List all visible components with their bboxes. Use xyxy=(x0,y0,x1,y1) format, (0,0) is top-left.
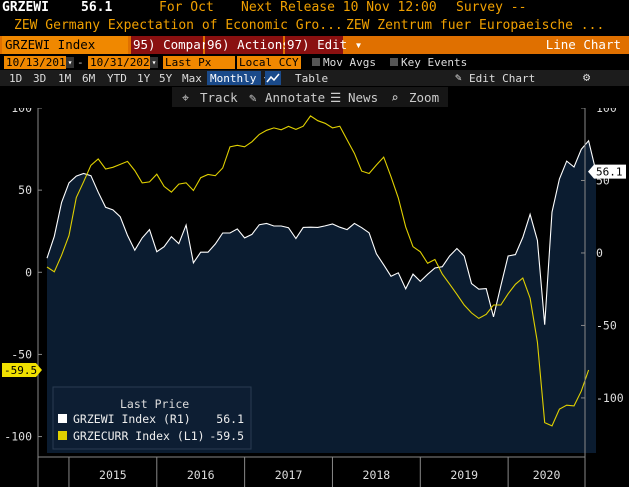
left-tick-label: 50 xyxy=(18,183,32,197)
date-dash: - xyxy=(77,56,84,69)
chart-type-icon[interactable] xyxy=(265,71,281,85)
news-button[interactable]: News xyxy=(348,90,379,105)
series-long-name: ZEW Germany Expectation of Economic Gro.… xyxy=(14,18,343,33)
left-axis: 100 50 0 -50 -100 xyxy=(4,108,42,487)
x-tick-label: 2020 xyxy=(533,468,561,482)
legend-swatch-white xyxy=(58,414,67,423)
edit-chart-icon[interactable]: ✎ xyxy=(455,71,462,84)
legend-box xyxy=(52,386,252,450)
last-value: 56.1 xyxy=(81,0,113,15)
legend-entry-grzecurr: GRZECURR Index (L1) xyxy=(73,429,205,443)
actions-button[interactable]: 96) Actions ▾ xyxy=(205,36,305,54)
legend-title: Last Price xyxy=(120,397,189,411)
ticker-symbol: GRZEWI xyxy=(2,0,49,15)
right-value-tag-text: 56.1 xyxy=(596,166,623,179)
period-max[interactable]: Max xyxy=(182,72,202,85)
price-field-select[interactable]: Last Px xyxy=(163,56,235,69)
left-tick-label: 0 xyxy=(25,265,32,279)
period-ytd[interactable]: YTD xyxy=(107,72,127,85)
x-tick-label: 2016 xyxy=(187,468,215,482)
x-tick-label: 2017 xyxy=(275,468,303,482)
frequency-label: Monthly ▾ xyxy=(210,72,270,85)
left-tick-label: -50 xyxy=(11,347,32,361)
right-tick-label: 0 xyxy=(596,246,603,260)
left-tick-label: -100 xyxy=(4,430,32,444)
period-bar: 1D 3D 1M 6M YTD 1Y 5Y Max Monthly ▾ Tabl… xyxy=(0,70,629,86)
period-label: For Oct xyxy=(159,0,214,15)
source-name: ZEW Zentrum fuer Europaeische ... xyxy=(346,18,605,33)
next-release: Next Release 10 Nov 12:00 xyxy=(241,0,437,15)
security-description: ZEW Germany Expectation of Economic Gro.… xyxy=(0,17,629,34)
mov-avgs-label: Mov Avgs xyxy=(323,56,376,69)
chart-tools-bar: ⌖ Track ✎ Annotate ☰ News ⌕ Zoom xyxy=(0,86,629,108)
period-5y[interactable]: 5Y xyxy=(159,72,173,85)
mov-avgs-checkbox[interactable] xyxy=(312,58,320,66)
zoom-icon[interactable]: ⌕ xyxy=(391,90,399,105)
gear-icon[interactable]: ⚙ xyxy=(583,70,591,84)
security-field[interactable]: GRZEWI Index xyxy=(2,36,128,54)
legend-value-grzecurr: -59.5 xyxy=(209,429,244,443)
table-button[interactable]: Table xyxy=(295,72,329,85)
right-value-tag: 56.1 xyxy=(588,164,626,179)
key-events-checkbox[interactable] xyxy=(390,58,398,66)
right-tick-label: 100 xyxy=(596,108,617,115)
crosshair-icon[interactable]: ⌖ xyxy=(182,90,190,105)
period-1y[interactable]: 1Y xyxy=(137,72,151,85)
line-chart-icon xyxy=(266,73,280,83)
line-chart[interactable]: 100 50 0 -50 -100 100 50 0 -50 -100 2015 2016 2017… xyxy=(0,108,629,487)
period-1m[interactable]: 1M xyxy=(58,72,72,85)
edit-button[interactable]: 97) Edit ▾ xyxy=(285,36,363,54)
period-1d[interactable]: 1D xyxy=(9,72,23,85)
pencil-icon[interactable]: ✎ xyxy=(249,90,257,105)
end-date-field[interactable]: 10/31/2020 xyxy=(88,56,157,69)
security-field-label: GRZEWI Index xyxy=(5,37,96,52)
zoom-button[interactable]: Zoom xyxy=(409,90,440,105)
tools-group xyxy=(172,87,448,107)
currency-select[interactable]: Local CCY xyxy=(237,56,301,69)
annotate-button[interactable]: Annotate xyxy=(265,90,326,105)
settings-bar: 10/13/2014 ▾ - 10/31/2020 ▾ Last Px Loca… xyxy=(0,55,629,70)
key-events-label: Key Events xyxy=(401,56,468,69)
right-tick-label: -50 xyxy=(596,318,617,332)
legend: Last Price GRZEWI Index (R1) 56.1 GRZECU… xyxy=(52,386,252,450)
right-tick-label: -100 xyxy=(596,391,624,405)
x-tick-label: 2015 xyxy=(99,468,127,482)
left-value-tag-text: -59.5 xyxy=(4,364,37,377)
frequency-select[interactable]: Monthly ▾ xyxy=(207,71,270,85)
survey-label: Survey -- xyxy=(456,0,527,15)
x-axis: 2015 2016 2017 2018 2019 2020 xyxy=(38,456,585,487)
series-line-grzewi xyxy=(46,139,597,325)
legend-swatch-yellow xyxy=(58,431,67,440)
x-tick-label: 2019 xyxy=(450,468,478,482)
track-button[interactable]: Track xyxy=(200,90,238,105)
period-6m[interactable]: 6M xyxy=(82,72,96,85)
series-line-grzecurr xyxy=(46,115,590,427)
start-date-field[interactable]: 10/13/2014 xyxy=(4,56,73,69)
start-date-picker-icon[interactable]: ▾ xyxy=(66,57,74,68)
period-3d[interactable]: 3D xyxy=(33,72,47,85)
edit-chart-button[interactable]: Edit Chart xyxy=(469,72,536,85)
compare-button[interactable]: 95) Compare xyxy=(131,36,216,54)
x-tick-label: 2018 xyxy=(363,468,391,482)
left-value-tag: -59.5 xyxy=(2,363,42,378)
left-tick-label: 100 xyxy=(11,108,32,115)
legend-value-grzewi: 56.1 xyxy=(216,412,244,426)
quote-header: GRZEWI 56.1 For Oct Next Release 10 Nov … xyxy=(0,0,629,17)
toolbar: GRZEWI Index 95) Compare 96) Actions ▾ 9… xyxy=(0,36,629,54)
legend-entry-grzewi: GRZEWI Index (R1) xyxy=(73,412,191,426)
end-date-picker-icon[interactable]: ▾ xyxy=(150,57,158,68)
view-name: Line Chart xyxy=(545,37,621,52)
series-fill-grzewi xyxy=(47,140,596,454)
news-icon[interactable]: ☰ xyxy=(330,90,342,105)
